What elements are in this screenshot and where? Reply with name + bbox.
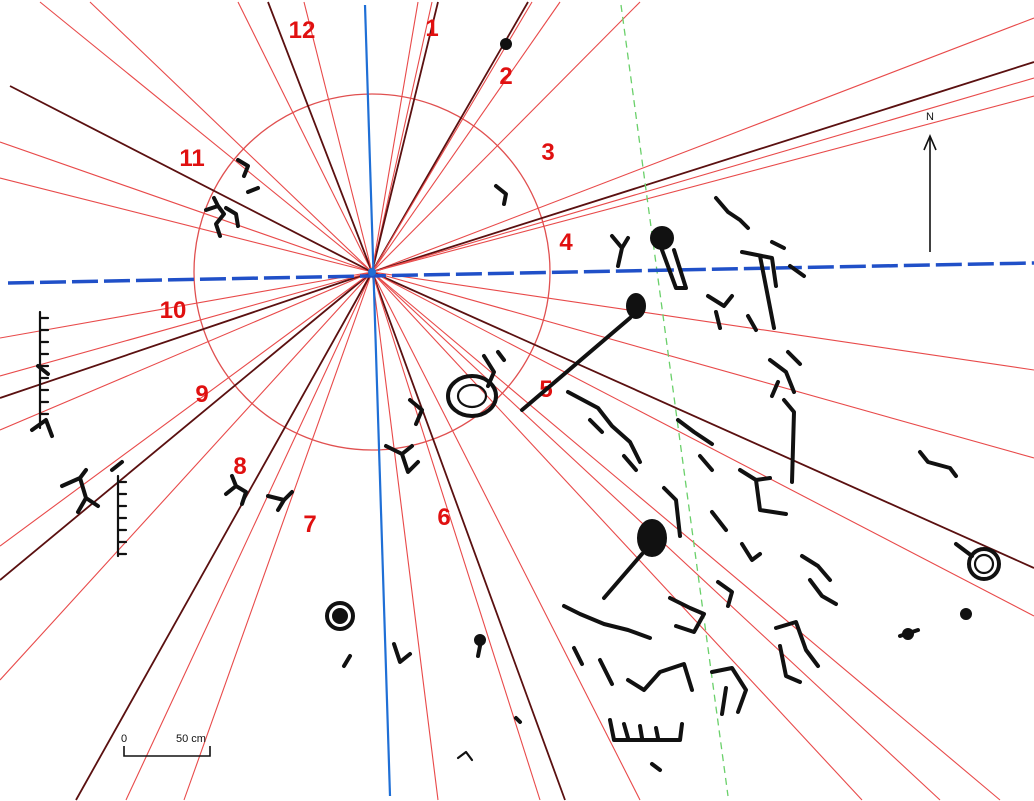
sight-line-35 (9, 85, 373, 273)
north-label: N (926, 111, 934, 123)
sight-line-30 (0, 271, 373, 399)
scale-bar-line (123, 746, 211, 757)
sight-line-25 (75, 271, 373, 801)
sight-line-13 (371, 271, 1034, 459)
sight-line-9 (371, 61, 1034, 273)
hour-label-9: 9 (195, 381, 208, 408)
sight-line-23 (183, 271, 373, 801)
rock-carvings (30, 38, 1001, 772)
carving-large-axe-bottom (602, 519, 667, 600)
carving-right-middle-cluster (566, 350, 802, 516)
hour-label-2: 2 (499, 63, 512, 90)
hour-label-12: 12 (289, 17, 316, 44)
carving-curve-upper (494, 184, 508, 206)
sight-line-32 (0, 271, 373, 339)
hour-label-1: 1 (425, 15, 438, 42)
green-dashed-guide-line (620, 4, 729, 797)
carving-figures-bottom-circle (224, 474, 294, 512)
north-arrow: N (923, 111, 937, 252)
hour-label-7: 7 (303, 511, 316, 538)
sight-line-6 (371, 1, 561, 273)
carving-figure-left-middle (60, 468, 100, 514)
sight-line-19 (371, 271, 641, 801)
sight-line-27 (0, 271, 373, 581)
hour-labels: 1 2 3 4 5 6 7 8 9 10 11 12 (160, 15, 574, 538)
carving-cup-mark-top (500, 38, 512, 50)
hour-label-6: 6 (437, 504, 450, 531)
hour-circle (193, 93, 551, 451)
sight-line-29 (0, 271, 373, 431)
sight-line-16 (371, 271, 1001, 801)
sight-line-34 (0, 141, 373, 273)
scale-bar-end-label: 50 cm (176, 733, 206, 745)
carving-far-right-figures (898, 450, 1001, 640)
carving-bottom-centre-figures (325, 601, 662, 772)
hour-label-4: 4 (559, 229, 573, 256)
sight-line-26 (0, 271, 373, 681)
sight-line-37 (89, 1, 373, 273)
hour-label-3: 3 (541, 139, 554, 166)
north-arrow-head (923, 133, 937, 151)
sight-line-22 (371, 271, 439, 801)
sight-line-24 (125, 271, 373, 801)
sight-line-8 (371, 17, 1034, 273)
sight-line-36 (39, 1, 373, 273)
carving-long-axe (520, 293, 646, 412)
sight-line-38 (237, 1, 373, 273)
sight-line-20 (371, 271, 566, 801)
carving-bird-figure (384, 398, 424, 474)
carving-vertical-ship-left (30, 310, 54, 438)
carving-boat-with-figures (446, 350, 506, 418)
hour-label-11: 11 (179, 145, 204, 172)
sight-line-33 (0, 177, 373, 273)
sight-line-31 (0, 271, 373, 377)
sight-line-14 (371, 271, 1034, 569)
carving-vertical-ship-bottom-left (110, 460, 128, 558)
scale-bar-start-label: 0 (121, 733, 127, 745)
sight-line-10 (371, 77, 1034, 273)
scale-bar: 0 50 cm (121, 733, 211, 757)
sight-line-21 (371, 271, 541, 801)
sight-line-7 (371, 1, 641, 273)
carving-right-upper-cluster (706, 196, 806, 332)
blue-dashed-horizontal-line (7, 261, 1034, 285)
sight-line-2 (371, 1, 439, 273)
carving-lower-right-cluster (562, 486, 838, 742)
sight-line-11 (371, 95, 1034, 273)
hour-label-8: 8 (233, 453, 246, 480)
sight-line-15 (371, 271, 1034, 617)
carving-spear-top (610, 226, 688, 290)
sight-line-3 (371, 1, 419, 273)
sight-line-18 (371, 271, 863, 801)
center-point (368, 268, 376, 276)
carving-human-figures-upper-left (204, 158, 260, 238)
sight-line-40 (303, 1, 373, 273)
sight-line-1 (371, 1, 433, 273)
blue-meridian-line (363, 4, 392, 797)
sight-line-39 (267, 1, 373, 273)
sight-line-12 (371, 271, 1034, 371)
hour-label-10: 10 (160, 297, 187, 324)
sight-line-28 (0, 271, 373, 547)
